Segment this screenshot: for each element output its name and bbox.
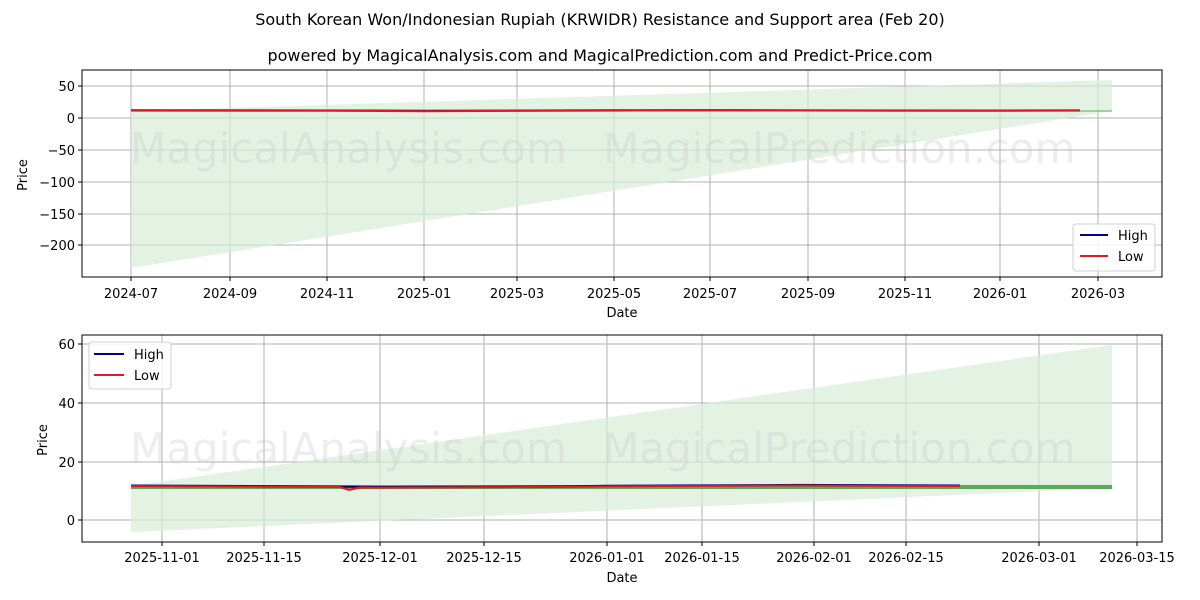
bottom-x-tick-label: 2025-12-15 — [446, 551, 522, 566]
bottom-y-tick-label: 60 — [58, 338, 75, 353]
bottom-y-ticks — [78, 343, 82, 521]
top-x-tick-label: 2024-09 — [203, 287, 257, 302]
bottom-y-tick-label: 0 — [67, 514, 75, 529]
bottom-x-tick-label: 2025-11-15 — [226, 551, 302, 566]
top-resistance-support-band — [131, 80, 1112, 268]
watermark-left: MagicalAnalysis.com — [130, 124, 567, 173]
top-y-tick-label: −200 — [39, 239, 75, 254]
bottom-y-tick-label: 20 — [58, 456, 75, 471]
chart-title: South Korean Won/Indonesian Rupiah (KRWI… — [255, 10, 945, 29]
top-low-line — [130, 109, 1081, 113]
top-legend: High Low — [1072, 223, 1156, 272]
top-x-tick-label: 2025-05 — [587, 287, 641, 302]
watermark-right: MagicalPrediction.com — [603, 124, 1076, 173]
top-y-tick-label: 0 — [67, 112, 75, 127]
top-x-tick-label: 2024-07 — [104, 287, 158, 302]
top-x-tick-label: 2025-11 — [878, 287, 932, 302]
bottom-x-tick-label: 2026-03-15 — [1099, 551, 1175, 566]
top-y-ticks — [78, 85, 82, 246]
bottom-x-tick-label: 2025-12-01 — [342, 551, 418, 566]
bottom-y-axis-label: Price — [36, 424, 51, 456]
legend-low-label: Low — [1118, 250, 1144, 265]
watermark-left: MagicalAnalysis.com — [130, 424, 567, 473]
top-x-axis-label: Date — [606, 306, 637, 321]
top-x-tick-label: 2025-07 — [683, 287, 737, 302]
bottom-chart: MagicalAnalysis.com MagicalPrediction.co… — [36, 334, 1175, 586]
top-y-tick-label: −100 — [39, 176, 75, 191]
bottom-x-tick-label: 2026-02-15 — [868, 551, 944, 566]
top-x-tick-label: 2025-09 — [781, 287, 835, 302]
bottom-x-tick-label: 2026-01-01 — [569, 551, 645, 566]
bottom-x-tick-label: 2025-11-01 — [124, 551, 200, 566]
chart-subtitle: powered by MagicalAnalysis.com and Magic… — [267, 46, 933, 65]
top-x-tick-label: 2025-01 — [397, 287, 451, 302]
top-chart: MagicalAnalysis.com MagicalPrediction.co… — [16, 69, 1163, 321]
bottom-low-line — [130, 484, 961, 492]
top-y-axis-label: Price — [16, 159, 31, 191]
watermark-right: MagicalPrediction.com — [603, 424, 1076, 473]
top-x-tick-label: 2026-03 — [1071, 287, 1125, 302]
bottom-x-tick-label: 2026-03-01 — [1001, 551, 1077, 566]
top-x-tick-label: 2026-01 — [973, 287, 1027, 302]
top-x-tick-label: 2025-03 — [490, 287, 544, 302]
bottom-y-tick-label: 40 — [58, 397, 75, 412]
bottom-legend: High Low — [88, 341, 172, 390]
bottom-x-tick-label: 2026-01-15 — [664, 551, 740, 566]
legend-low-label: Low — [134, 369, 160, 384]
top-axes-frame — [81, 69, 1163, 278]
top-x-tick-label: 2024-11 — [300, 287, 354, 302]
top-x-ticks — [130, 277, 1099, 281]
top-y-tick-label: 50 — [58, 80, 75, 95]
legend-high-label: High — [134, 348, 164, 363]
bottom-axes-frame — [81, 334, 1163, 543]
legend-high-label: High — [1118, 229, 1148, 244]
bottom-x-tick-label: 2026-02-01 — [776, 551, 852, 566]
bottom-x-ticks — [161, 542, 1138, 546]
top-y-tick-label: −50 — [48, 144, 75, 159]
top-y-tick-label: −150 — [39, 208, 75, 223]
bottom-x-axis-label: Date — [606, 571, 637, 586]
